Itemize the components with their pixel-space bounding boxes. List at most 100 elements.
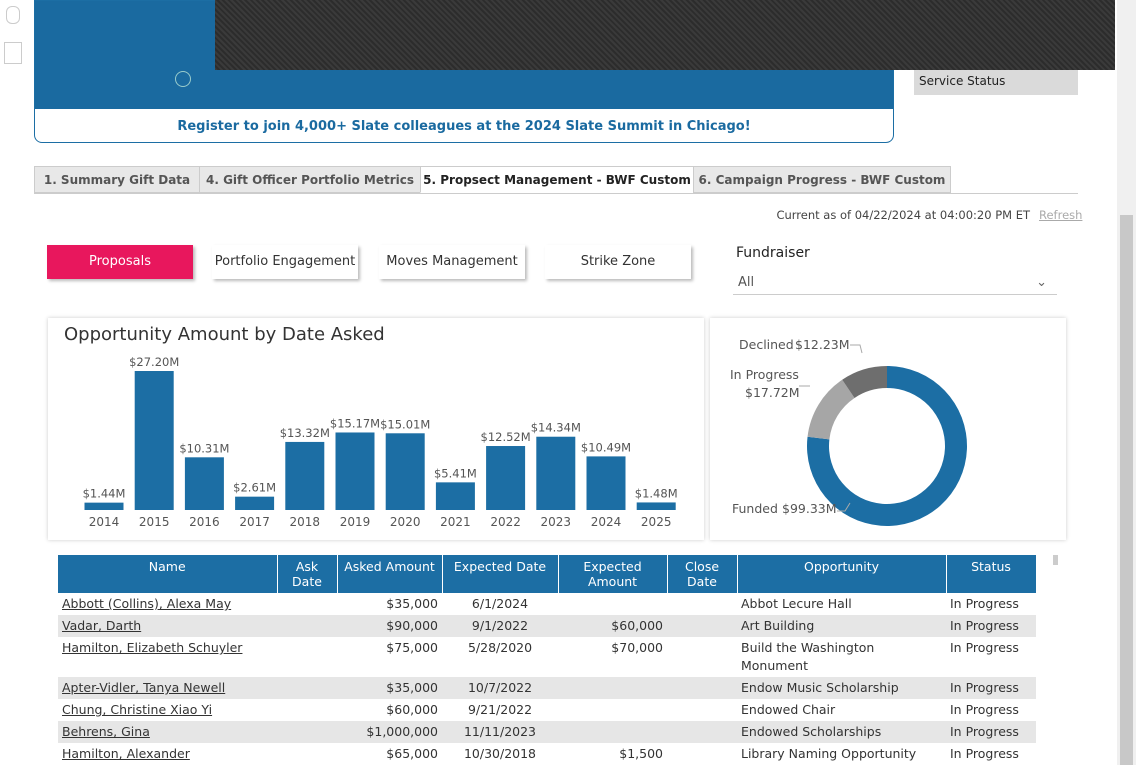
service-status[interactable]: Service Status	[914, 70, 1078, 95]
bar	[536, 436, 576, 510]
x-tick-label: 2014	[89, 515, 120, 529]
scrollbar[interactable]	[1117, 0, 1136, 765]
x-tick-label: 2018	[290, 515, 321, 529]
x-tick-label: 2015	[139, 515, 170, 529]
table-cell: In Progress	[946, 615, 1036, 637]
table-cell: 6/1/2024	[471, 596, 529, 611]
table-cell: Library Naming Opportunity	[741, 746, 917, 761]
donut-panel: Funded $99.33M In Progress $17.72M Declined $…	[710, 318, 1066, 540]
table-cell: $65,000	[386, 746, 438, 761]
table: Name Ask Date Asked Amount Expected Date Exp…	[58, 555, 1037, 765]
sidebar	[0, 0, 30, 70]
column-header: Expected Date	[442, 555, 559, 593]
table-cell	[667, 637, 737, 677]
column-header: Name	[58, 555, 278, 593]
x-tick-label: 2025	[641, 515, 672, 529]
table-cell: $1,000,000	[337, 721, 442, 743]
bar	[84, 502, 124, 510]
data-label: $5.41M	[434, 466, 477, 480]
donut-slice	[807, 379, 855, 440]
x-tick-label: 2022	[490, 515, 521, 529]
table-cell	[277, 637, 337, 677]
slice-value: $12.23M	[795, 337, 850, 352]
table-cell: $60,000	[558, 615, 667, 637]
bar	[184, 457, 224, 510]
table-cell: In Progress	[950, 596, 1019, 611]
bar	[586, 456, 626, 510]
tab-rule	[34, 193, 1078, 194]
table-cell: $1,500	[619, 746, 663, 761]
tab[interactable]: 4. Gift Officer Portfolio Metrics	[199, 166, 421, 193]
table-cell	[277, 677, 337, 699]
banner-text[interactable]: Register to join 4,000+ Slate colleagues…	[177, 119, 751, 134]
table-cell: Endowed Scholarships	[737, 721, 946, 743]
name-link[interactable]: Hamilton, Elizabeth Schuyler	[62, 640, 243, 655]
scroll-thumb[interactable]	[1120, 215, 1133, 765]
slice-label: Declined	[739, 337, 794, 352]
bulb-icon[interactable]	[6, 6, 20, 24]
tab-active[interactable]: 5. Propsect Management - BWF Custom	[420, 166, 694, 193]
table-cell	[667, 721, 737, 743]
slice-value: $17.72M	[745, 385, 800, 400]
table-cell	[277, 593, 337, 615]
button[interactable]: Portfolio Engagement	[212, 245, 358, 279]
table-scroll[interactable]	[1053, 555, 1058, 565]
tab[interactable]: 6. Campaign Progress - BWF Custom	[693, 166, 951, 193]
refresh-link[interactable]: Refresh	[1039, 208, 1083, 222]
x-tick-label: 2019	[340, 515, 371, 529]
table-cell: $35,000	[386, 596, 438, 611]
bar	[435, 482, 475, 510]
table-wrap: Name Ask Date Asked Amount Expected Date Exp…	[58, 555, 1038, 765]
clipboard-icon[interactable]	[4, 42, 22, 64]
table-cell	[558, 677, 667, 699]
table-cell	[277, 615, 337, 637]
x-tick-label: 2017	[239, 515, 270, 529]
table-cell	[667, 593, 737, 615]
table-cell	[277, 699, 337, 721]
bar	[285, 441, 325, 510]
table-cell	[667, 677, 737, 699]
table-cell	[277, 743, 337, 765]
donut-slice	[842, 366, 887, 398]
name-link[interactable]: Hamilton, Alexander	[62, 746, 190, 761]
column-header: Status	[946, 555, 1037, 593]
name-link[interactable]: Chung, Christine Xiao Yi	[62, 702, 213, 717]
table-row: Vadar, Darth $90,000 9/1/2022 $60,000 Art Bu…	[58, 615, 1036, 637]
button[interactable]: Strike Zone	[545, 245, 691, 279]
table-cell: $60,000	[386, 702, 438, 717]
status-line: Current as of 04/22/2024 at 04:00:20 PM …	[776, 208, 1030, 222]
button[interactable]: Moves Management	[379, 245, 525, 279]
name-link[interactable]: Abbott (Collins), Alexa May	[62, 596, 232, 611]
table-cell	[277, 721, 337, 743]
column-header: Asked Amount	[337, 555, 443, 593]
name-link[interactable]: Apter-Vidler, Tanya Newell	[58, 677, 277, 699]
table-cell: Endow Music Scholarship	[737, 677, 946, 699]
filter-dropdown[interactable]: All ⌄	[733, 269, 1057, 295]
table-cell	[667, 743, 737, 765]
data-label: $1.48M	[635, 486, 678, 500]
bar	[385, 433, 425, 510]
table-cell: In Progress	[950, 746, 1019, 761]
table-cell: In Progress	[946, 721, 1036, 743]
data-label: $13.32M	[280, 426, 330, 440]
button-active[interactable]: Proposals	[47, 245, 193, 279]
column-header: Expected Amount	[558, 555, 668, 593]
table-row: Chung, Christine Xiao Yi $60,000 9/21/2022…	[58, 699, 1036, 721]
data-label: $27.20M	[129, 355, 179, 369]
table-row: Apter-Vidler, Tanya Newell $35,000 10/7/20…	[58, 677, 1036, 699]
table-cell	[558, 721, 667, 743]
name-link[interactable]: Vadar, Darth	[58, 615, 277, 637]
data-label: $12.52M	[481, 430, 531, 444]
leader-line	[837, 502, 851, 512]
table-cell: $90,000	[337, 615, 442, 637]
filter-value: All	[738, 275, 755, 290]
table-cell	[558, 593, 667, 615]
table-cell: 9/21/2022	[467, 702, 533, 717]
bar	[134, 371, 174, 510]
data-label: $10.31M	[179, 441, 229, 455]
bar	[235, 496, 275, 510]
table-row: Hamilton, Alexander $65,000 10/30/2018 $1,5…	[58, 743, 1036, 765]
table-cell: 11/11/2023	[442, 721, 558, 743]
name-link[interactable]: Behrens, Gina	[58, 721, 277, 743]
tab[interactable]: 1. Summary Gift Data	[34, 166, 200, 193]
